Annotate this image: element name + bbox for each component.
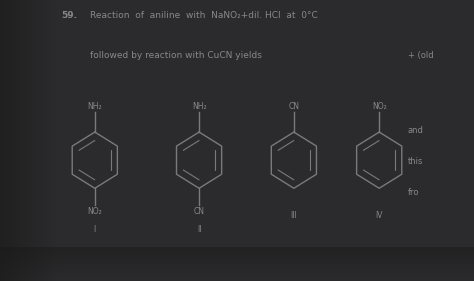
Text: NO₂: NO₂ [372, 102, 387, 111]
Text: + (old: + (old [408, 51, 433, 60]
Text: followed by reaction with CuCN yields: followed by reaction with CuCN yields [90, 51, 262, 60]
Text: NO₂: NO₂ [87, 207, 102, 216]
Text: Reaction  of  aniline  with  NaNO₂+dil. HCl  at  0°C: Reaction of aniline with NaNO₂+dil. HCl … [90, 11, 318, 20]
Text: and: and [408, 126, 423, 135]
Text: 59.: 59. [62, 11, 78, 20]
Text: IV: IV [375, 211, 383, 220]
Text: III: III [291, 211, 297, 220]
Text: NH₂: NH₂ [192, 102, 206, 111]
Text: II: II [197, 225, 201, 234]
Text: fro: fro [408, 188, 419, 197]
Text: this: this [408, 157, 423, 166]
Text: CN: CN [288, 102, 300, 111]
Text: CN: CN [193, 207, 205, 216]
Text: I: I [94, 225, 96, 234]
Text: NH₂: NH₂ [88, 102, 102, 111]
